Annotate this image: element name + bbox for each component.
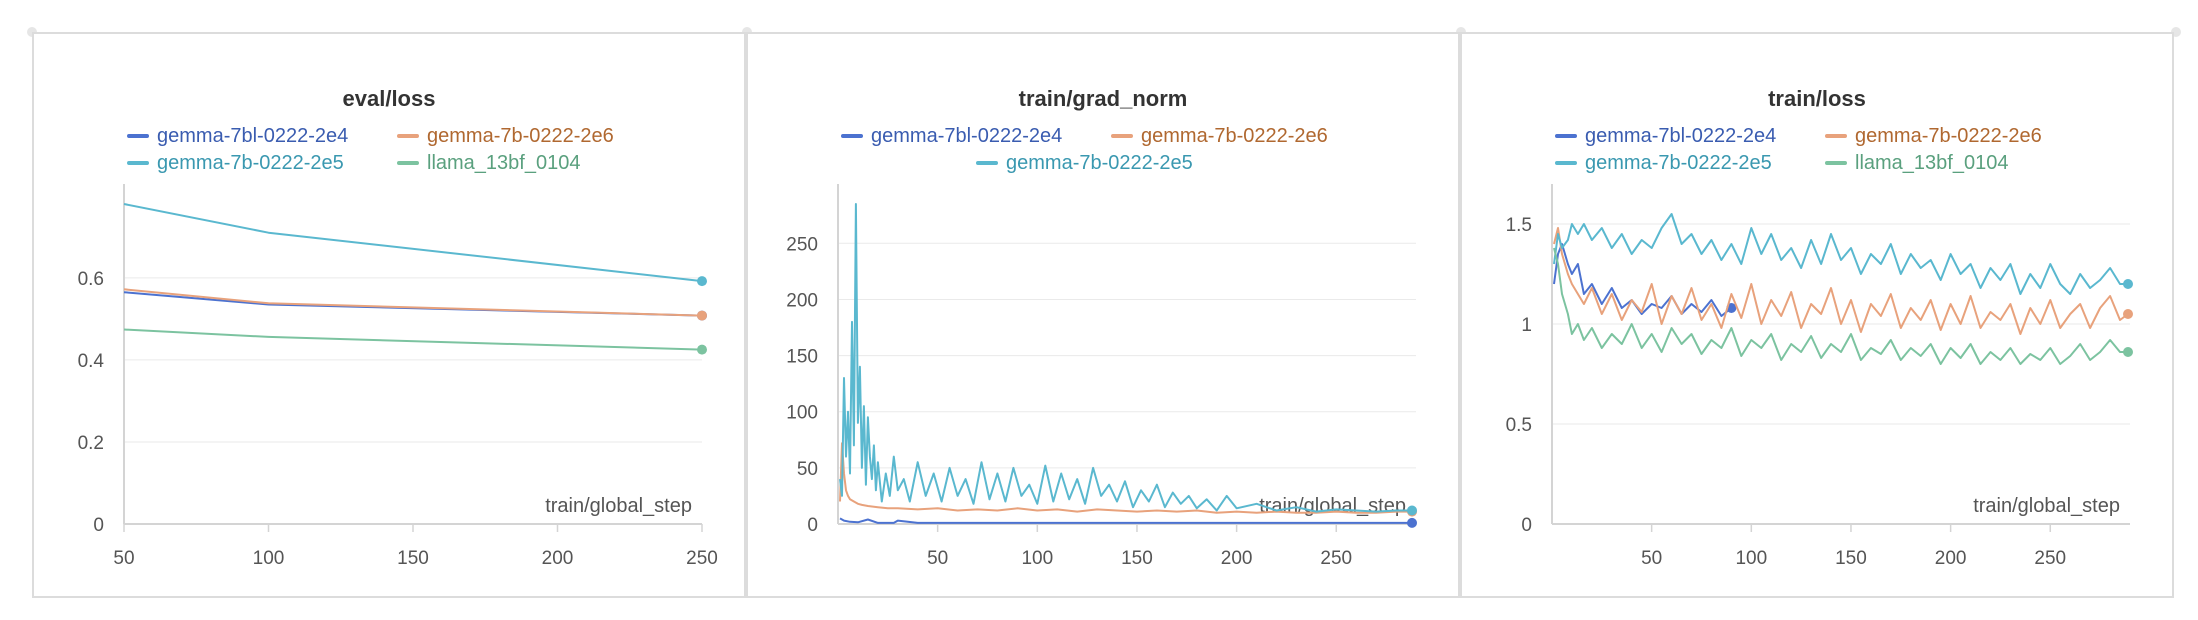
series-line — [1553, 243, 1733, 317]
series-line — [1553, 227, 2129, 335]
x-axis-label: train/global_step — [545, 495, 692, 517]
series-end-point — [697, 276, 707, 287]
chart-train-grad-norm: train/grad_norm gemma-7bl-0222-2e4 gemma-7… — [786, 86, 1418, 569]
series-line — [123, 288, 703, 317]
series-line — [1553, 213, 2128, 295]
series-end-point — [2123, 279, 2134, 289]
legend-item[interactable]: gemma-7b-0222-2e6 — [1111, 125, 1328, 147]
series-end-point — [697, 310, 707, 321]
panel-train-grad-norm: train/grad_norm gemma-7bl-0222-2e4 gemma-7… — [746, 32, 1460, 598]
legend-item[interactable]: llama_13bf_0104 — [397, 152, 580, 174]
x-tick-label: 50 — [113, 548, 134, 569]
y-tick-label: 0 — [1521, 515, 1532, 536]
chart-eval-loss: eval/loss gemma-7bl-0222-2e4 gemma-7b-0222… — [78, 86, 718, 569]
series-end-point — [697, 344, 707, 355]
legend-item[interactable]: gemma-7b-0222-2e5 — [976, 152, 1193, 174]
series-end-point — [2123, 309, 2134, 319]
x-tick-label: 100 — [1021, 548, 1053, 569]
legend-label: gemma-7b-0222-2e5 — [1006, 152, 1193, 174]
x-axis-label: train/global_step — [1973, 495, 2120, 517]
chart-title: eval/loss — [343, 86, 436, 111]
y-tick-label: 0 — [807, 515, 818, 536]
chart-title: train/loss — [1768, 86, 1866, 111]
series-line — [123, 203, 703, 283]
x-tick-label: 250 — [686, 548, 718, 569]
y-tick-label: 1.5 — [1506, 215, 1532, 236]
series-end-point — [1407, 517, 1418, 528]
x-tick-label: 150 — [1121, 548, 1153, 569]
y-tick-label: 1 — [1521, 315, 1532, 336]
x-tick-label: 250 — [1320, 548, 1352, 569]
legend-item[interactable]: gemma-7b-0222-2e6 — [1825, 125, 2042, 147]
legend-item[interactable]: gemma-7bl-0222-2e4 — [1555, 125, 1776, 147]
chart-train-loss: train/loss gemma-7bl-0222-2e4 gemma-7b-022… — [1506, 86, 2134, 569]
y-tick-label: 100 — [786, 403, 818, 424]
legend-label: gemma-7bl-0222-2e4 — [1585, 125, 1776, 147]
corner-handle — [2171, 27, 2181, 37]
legend-label: llama_13bf_0104 — [1855, 152, 2008, 174]
legend-label: gemma-7b-0222-2e6 — [427, 125, 614, 147]
y-tick-label: 150 — [786, 347, 818, 368]
legend-label: gemma-7bl-0222-2e4 — [871, 125, 1062, 147]
legend-item[interactable]: llama_13bf_0104 — [1825, 152, 2008, 174]
x-tick-label: 100 — [253, 548, 285, 569]
x-tick-label: 150 — [397, 548, 429, 569]
x-tick-label: 250 — [2034, 548, 2066, 569]
x-tick-label: 200 — [1221, 548, 1253, 569]
chart-title: train/grad_norm — [1019, 86, 1188, 111]
y-tick-label: 200 — [786, 290, 818, 311]
series-end-point — [1407, 505, 1418, 516]
legend-label: llama_13bf_0104 — [427, 152, 580, 174]
x-tick-label: 100 — [1735, 548, 1767, 569]
y-tick-label: 0.4 — [78, 351, 105, 372]
panel-eval-loss: eval/loss gemma-7bl-0222-2e4 gemma-7b-0222… — [32, 32, 746, 598]
legend-label: gemma-7b-0222-2e6 — [1855, 125, 2042, 147]
x-tick-label: 150 — [1835, 548, 1867, 569]
legend-item[interactable]: gemma-7b-0222-2e6 — [397, 125, 614, 147]
series-line — [1553, 247, 2128, 365]
series-end-point — [2123, 347, 2134, 357]
x-tick-label: 200 — [1935, 548, 1967, 569]
legend-item[interactable]: gemma-7b-0222-2e5 — [127, 152, 344, 174]
legend-item[interactable]: gemma-7b-0222-2e5 — [1555, 152, 1772, 174]
x-tick-label: 50 — [1641, 548, 1662, 569]
y-tick-label: 0.5 — [1506, 415, 1532, 436]
legend-label: gemma-7b-0222-2e6 — [1141, 125, 1328, 147]
series-line — [839, 442, 1412, 514]
y-tick-label: 250 — [786, 234, 818, 255]
y-tick-label: 50 — [797, 459, 818, 480]
x-tick-label: 50 — [927, 548, 948, 569]
series-line — [839, 517, 1412, 524]
y-tick-label: 0.2 — [78, 433, 104, 454]
series-line — [123, 328, 703, 351]
x-tick-label: 200 — [542, 548, 574, 569]
panel-train-loss: train/loss gemma-7bl-0222-2e4 gemma-7b-022… — [1460, 32, 2174, 598]
x-axis-label: train/global_step — [1259, 495, 1406, 517]
legend-item[interactable]: gemma-7bl-0222-2e4 — [127, 125, 348, 147]
series-line — [123, 291, 703, 317]
y-tick-label: 0.6 — [78, 269, 104, 290]
legend-label: gemma-7b-0222-2e5 — [157, 152, 344, 174]
legend-label: gemma-7b-0222-2e5 — [1585, 152, 1772, 174]
legend-label: gemma-7bl-0222-2e4 — [157, 125, 348, 147]
series-line — [839, 203, 1412, 513]
y-tick-label: 0 — [93, 515, 104, 536]
legend-item[interactable]: gemma-7bl-0222-2e4 — [841, 125, 1062, 147]
